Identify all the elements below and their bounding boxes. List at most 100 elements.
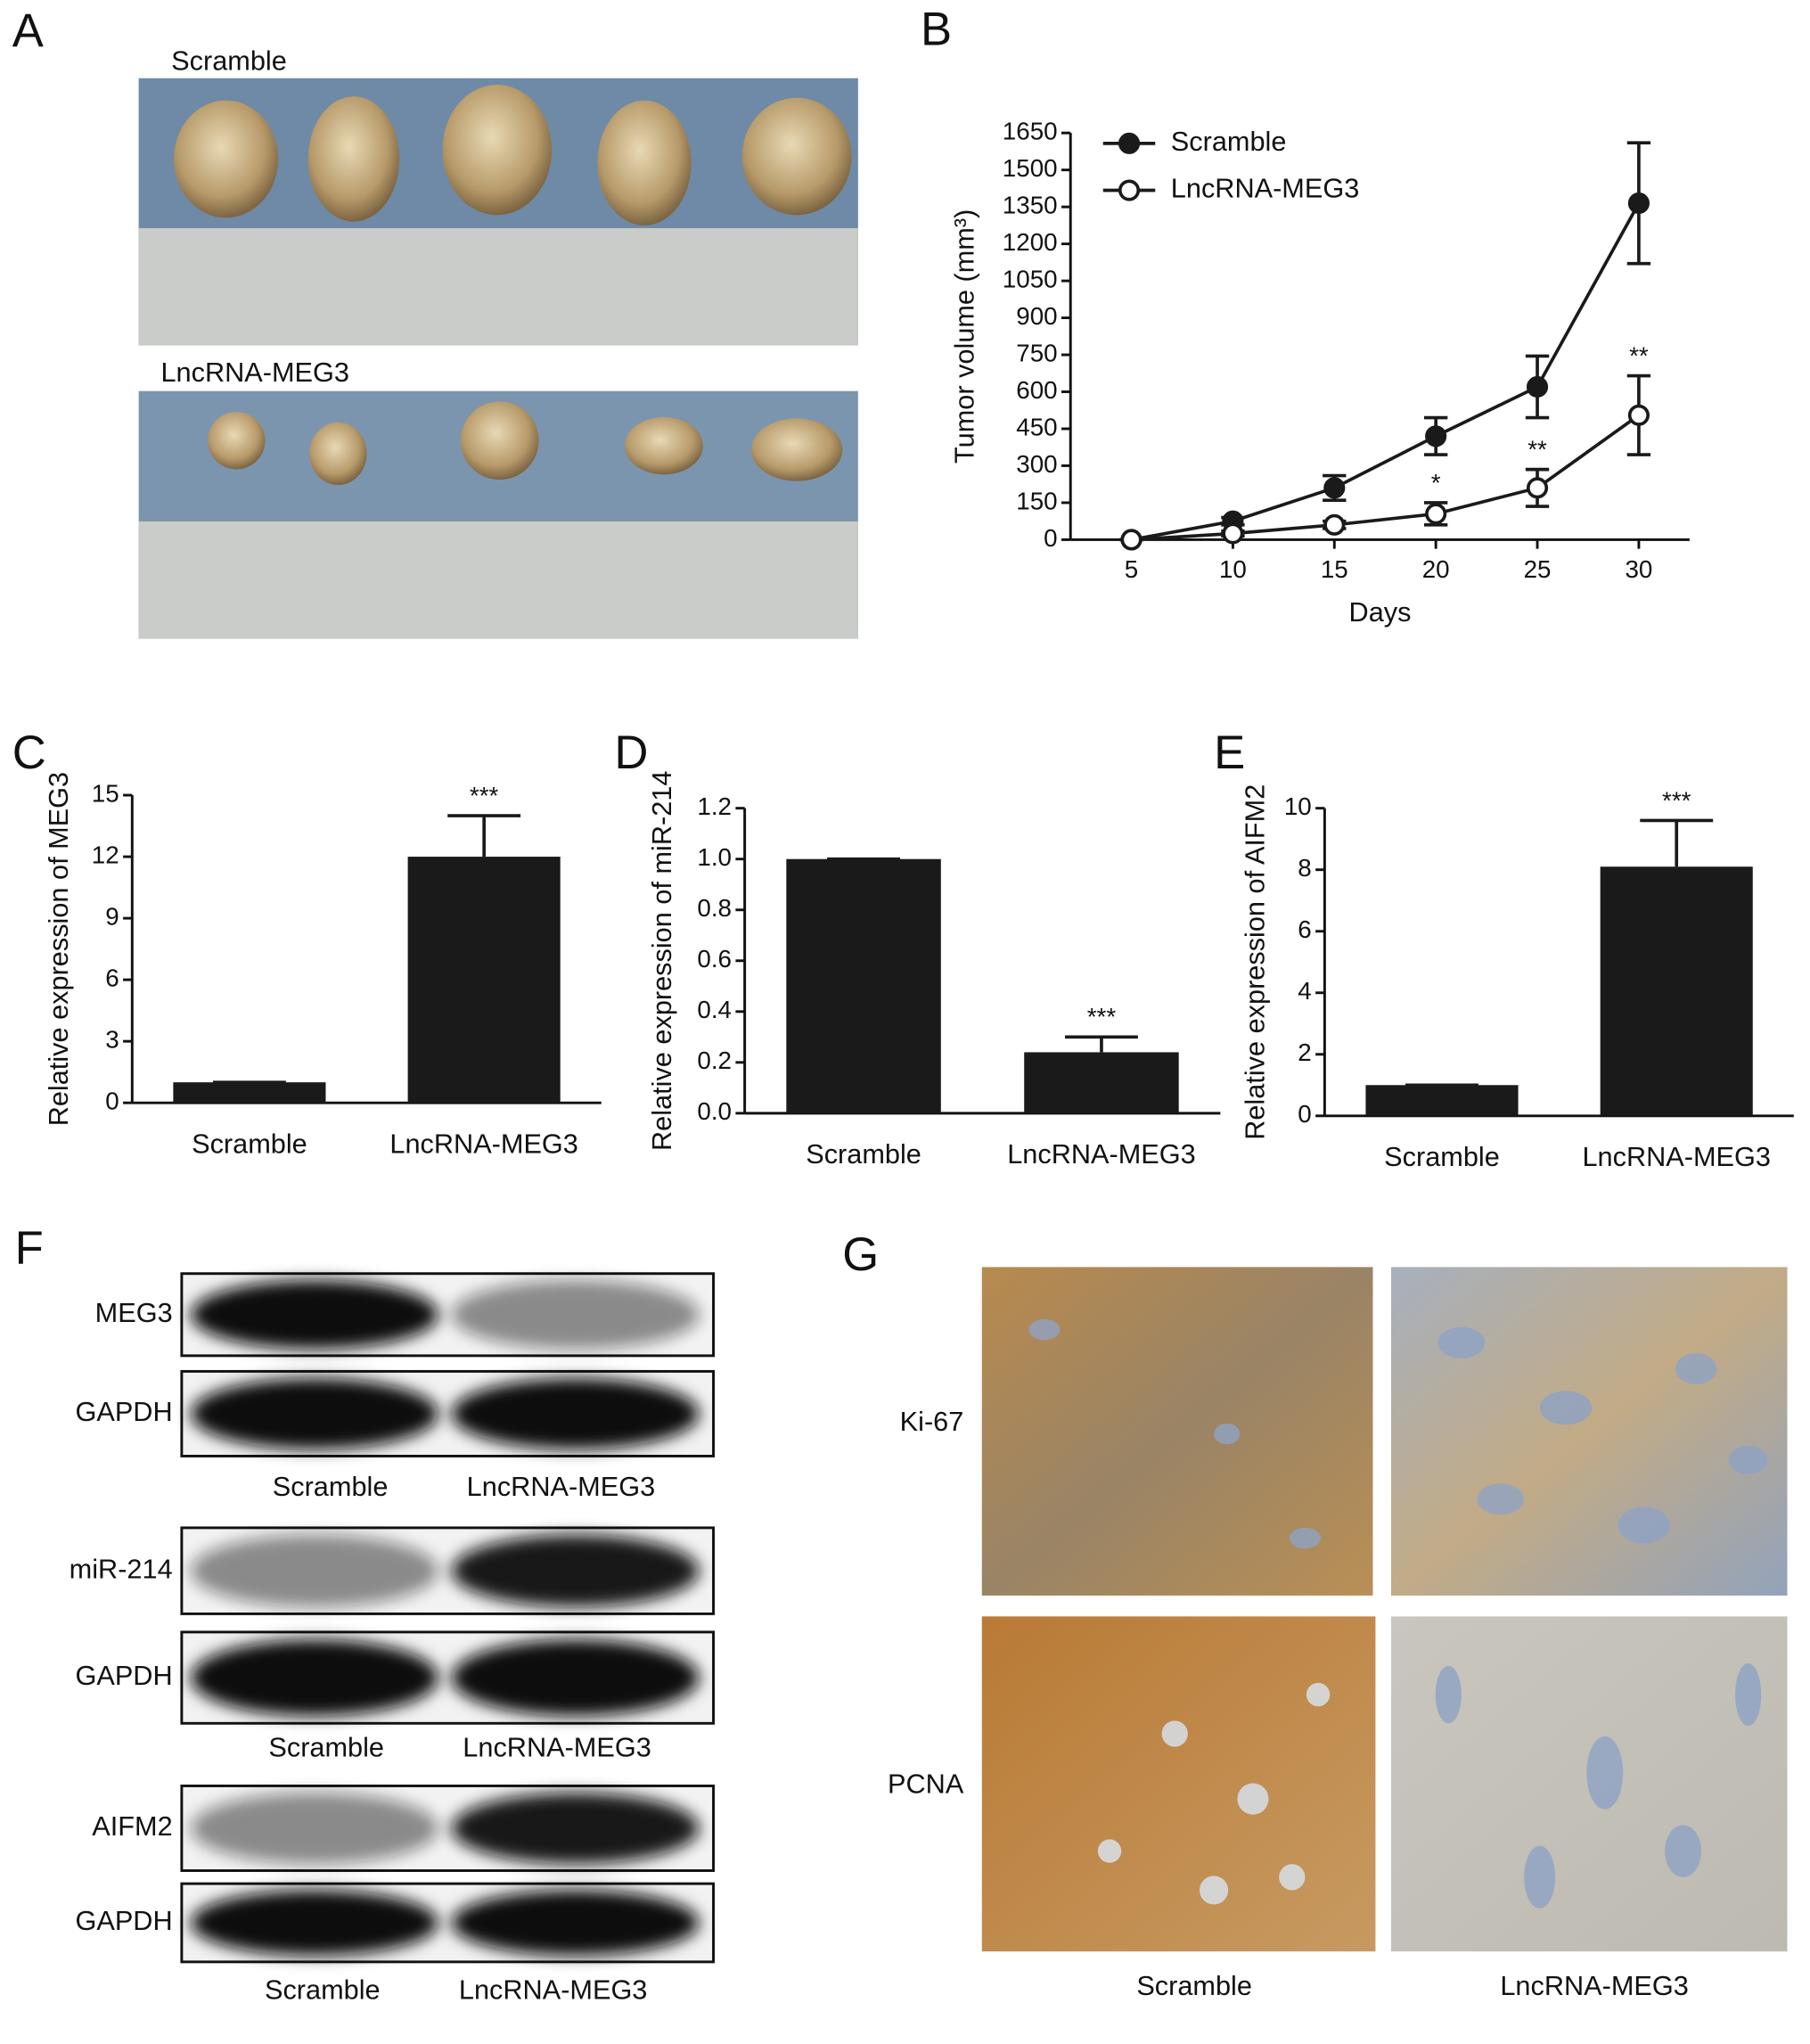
y-tick-label: 1650 bbox=[1003, 118, 1058, 145]
panel-label: F bbox=[15, 1222, 44, 1275]
y-tick-label: 0.6 bbox=[697, 945, 732, 973]
lane-label: LncRNA-MEG3 bbox=[467, 1471, 655, 1502]
blot-label: GAPDH bbox=[76, 1905, 173, 1936]
significance: ** bbox=[1629, 341, 1649, 369]
x-tick-label: LncRNA-MEG3 bbox=[1582, 1141, 1770, 1172]
y-tick-label: 12 bbox=[92, 841, 119, 868]
error-bar bbox=[1640, 818, 1714, 867]
x-tick-label: Scramble bbox=[192, 1129, 307, 1160]
y-tick-label: 10 bbox=[1284, 792, 1312, 820]
marker bbox=[1323, 513, 1346, 536]
bar bbox=[1365, 1085, 1519, 1116]
band bbox=[451, 1378, 700, 1449]
panel-label: D bbox=[614, 726, 648, 779]
significance: *** bbox=[1662, 786, 1691, 814]
marker bbox=[1425, 503, 1447, 525]
x-tick-label: LncRNA-MEG3 bbox=[389, 1129, 577, 1160]
y-axis-label: Tumor volume (mm³) bbox=[948, 209, 979, 464]
y-tick-label: 150 bbox=[1016, 487, 1057, 514]
column-label: LncRNA-MEG3 bbox=[1500, 1970, 1688, 2001]
y-tick-label: 0 bbox=[1298, 1100, 1311, 1128]
lane-label: LncRNA-MEG3 bbox=[463, 1732, 651, 1763]
marker bbox=[1526, 477, 1549, 499]
band bbox=[191, 1793, 438, 1864]
legend-label: LncRNA-MEG3 bbox=[1171, 173, 1359, 204]
marker bbox=[1526, 375, 1549, 398]
lane-label: Scramble bbox=[265, 1974, 381, 2006]
marker bbox=[1627, 404, 1650, 426]
y-tick-label: 300 bbox=[1016, 450, 1057, 478]
x-tick-label: Scramble bbox=[1384, 1141, 1500, 1172]
panel-label: B bbox=[921, 3, 952, 55]
marker bbox=[1627, 192, 1650, 215]
significance: *** bbox=[1087, 1003, 1117, 1030]
y-tick-label: 1200 bbox=[1003, 228, 1058, 256]
significance: * bbox=[1431, 469, 1441, 497]
y-tick-label: 1.0 bbox=[697, 843, 732, 871]
y-axis-label: Relative expression of miR-214 bbox=[646, 771, 677, 1151]
ihc-images bbox=[981, 1267, 1788, 1952]
band bbox=[451, 1890, 700, 1956]
series-line bbox=[1131, 414, 1640, 542]
y-tick-label: 6 bbox=[105, 964, 119, 991]
y-tick-label: 9 bbox=[105, 902, 119, 930]
lane-label: LncRNA-MEG3 bbox=[459, 1974, 647, 2006]
y-tick-label: 0 bbox=[1044, 524, 1057, 552]
y-tick-label: 1500 bbox=[1003, 154, 1058, 182]
blot-label: GAPDH bbox=[76, 1660, 173, 1691]
band bbox=[191, 1280, 438, 1350]
band bbox=[191, 1534, 438, 1607]
blot-label: MEG3 bbox=[95, 1297, 173, 1328]
legend-label: Scramble bbox=[1171, 126, 1287, 157]
band bbox=[451, 1534, 700, 1607]
series-line bbox=[1131, 202, 1641, 542]
marker bbox=[1222, 522, 1244, 545]
column-label: Scramble bbox=[1136, 1970, 1252, 2001]
blot-label: miR-214 bbox=[70, 1553, 173, 1584]
y-tick-label: 450 bbox=[1016, 413, 1057, 440]
x-tick-label: 5 bbox=[1125, 555, 1138, 583]
marker bbox=[1425, 425, 1447, 447]
y-axis-label: Relative expression of AIFM2 bbox=[1239, 784, 1270, 1140]
lane-label: Scramble bbox=[268, 1732, 384, 1763]
y-tick-label: 0 bbox=[105, 1088, 119, 1115]
x-tick-label: LncRNA-MEG3 bbox=[1007, 1138, 1195, 1170]
y-tick-label: 8 bbox=[1298, 854, 1311, 882]
bar bbox=[173, 1082, 326, 1104]
y-tick-label: 2 bbox=[1298, 1038, 1311, 1066]
y-tick-label: 1.2 bbox=[697, 792, 732, 820]
x-tick-label: Scramble bbox=[806, 1138, 921, 1170]
y-tick-label: 0.8 bbox=[697, 894, 732, 922]
panel-label: E bbox=[1214, 726, 1245, 779]
band bbox=[451, 1639, 700, 1717]
marker bbox=[1120, 529, 1143, 551]
y-tick-label: 1050 bbox=[1003, 265, 1058, 292]
bar bbox=[407, 857, 561, 1104]
x-tick-label: 15 bbox=[1321, 555, 1348, 583]
legend-marker bbox=[1118, 132, 1141, 154]
blot-label: AIFM2 bbox=[92, 1810, 172, 1842]
y-tick-label: 0.2 bbox=[697, 1047, 732, 1074]
group-label: Scramble bbox=[171, 45, 287, 76]
y-tick-label: 4 bbox=[1298, 977, 1311, 1005]
row-label: PCNA bbox=[888, 1769, 964, 1800]
tumor-photo bbox=[138, 390, 858, 639]
error-bar bbox=[447, 814, 521, 858]
bar bbox=[786, 858, 941, 1113]
y-tick-label: 3 bbox=[105, 1025, 119, 1053]
tumor-photo bbox=[138, 78, 858, 346]
blot-label: GAPDH bbox=[76, 1396, 173, 1427]
group-label: LncRNA-MEG3 bbox=[160, 357, 348, 388]
western-blots: MEG3 GAPDH Scramble LncRNA-MEG3 miR-214 GAPDH… bbox=[70, 1272, 715, 2006]
marker bbox=[1323, 477, 1346, 499]
band bbox=[451, 1280, 700, 1350]
panel-label: G bbox=[842, 1228, 879, 1281]
row-label: Ki-67 bbox=[900, 1406, 964, 1437]
y-tick-label: 0.4 bbox=[697, 996, 732, 1023]
y-tick-label: 900 bbox=[1016, 302, 1057, 330]
significance: ** bbox=[1527, 435, 1547, 463]
y-tick-label: 0.0 bbox=[697, 1097, 732, 1125]
band bbox=[451, 1793, 700, 1864]
